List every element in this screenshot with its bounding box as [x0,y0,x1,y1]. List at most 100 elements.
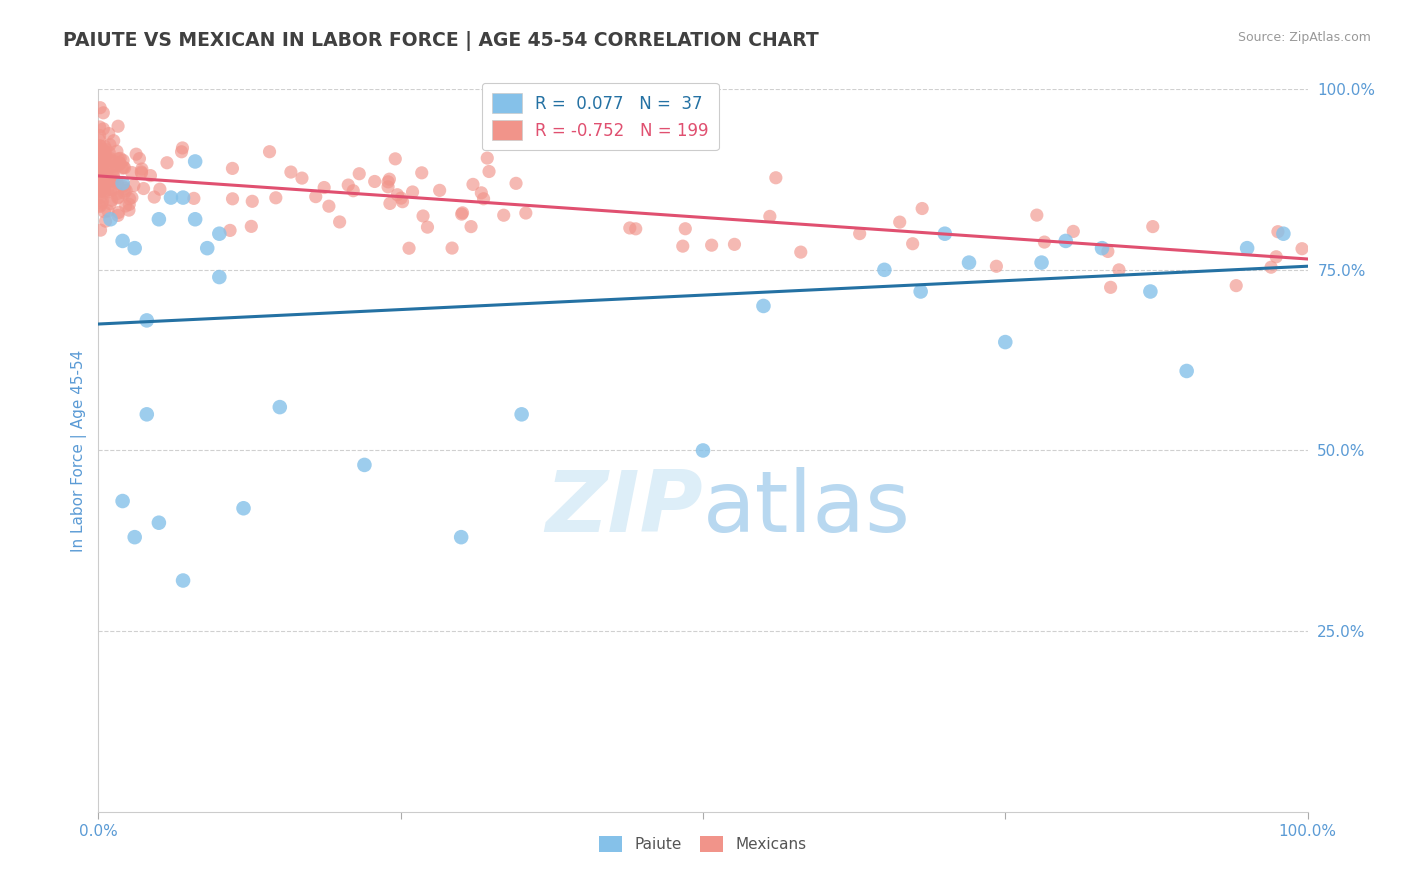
Paiute [1091,241,1114,255]
Mexicans [221,192,243,206]
Legend: Paiute, Mexicans: Paiute, Mexicans [593,830,813,858]
Mexicans [103,174,125,188]
Mexicans [337,178,360,192]
Mexicans [118,197,141,211]
Mexicans [89,157,111,171]
Paiute [148,516,170,530]
Mexicans [349,167,371,181]
Mexicans [378,172,401,186]
Paiute [148,212,170,227]
Paiute [111,176,134,190]
Mexicans [94,143,117,157]
Mexicans [101,183,124,197]
Mexicans [901,236,924,251]
Paiute [135,407,157,421]
Paiute [910,285,932,299]
Mexicans [89,178,111,193]
Mexicans [89,174,111,188]
Mexicans [259,145,281,159]
Mexicans [98,145,121,160]
Mexicans [91,105,114,120]
Paiute [232,501,254,516]
Mexicans [101,174,124,188]
Mexicans [89,184,111,198]
Mexicans [105,176,128,190]
Mexicans [89,176,111,190]
Mexicans [93,185,115,199]
Mexicans [89,162,111,177]
Paiute [692,443,714,458]
Mexicans [470,186,492,200]
Mexicans [89,183,111,197]
Mexicans [89,198,111,212]
Paiute [450,530,472,544]
Mexicans [1033,235,1056,249]
Mexicans [389,191,412,205]
Mexicans [104,174,127,188]
Paiute [269,400,291,414]
Paiute [1139,285,1161,299]
Mexicans [183,191,205,205]
Text: ZIP: ZIP [546,467,703,549]
Mexicans [416,220,439,235]
Mexicans [108,152,131,166]
Mexicans [1267,225,1289,239]
Mexicans [114,199,136,213]
Paiute [135,313,157,327]
Paiute [100,212,122,227]
Mexicans [89,138,111,153]
Mexicans [363,174,385,188]
Mexicans [156,155,179,169]
Paiute [934,227,956,241]
Paiute [208,227,231,241]
Mexicans [240,219,263,234]
Paiute [1054,234,1077,248]
Mexicans [107,209,129,223]
Mexicans [1097,244,1119,259]
Mexicans [115,183,138,197]
Mexicans [378,196,401,211]
Mexicans [108,157,131,171]
Mexicans [93,204,115,219]
Paiute [1236,241,1258,255]
Mexicans [342,184,364,198]
Mexicans [93,172,115,186]
Paiute [353,458,375,472]
Mexicans [429,183,451,197]
Mexicans [848,227,870,241]
Mexicans [377,175,399,189]
Mexicans [89,190,111,204]
Mexicans [90,196,112,211]
Mexicans [125,147,148,161]
Mexicans [93,145,115,159]
Paiute [957,255,980,269]
Mexicans [96,173,118,187]
Paiute [752,299,775,313]
Paiute [124,530,146,544]
Paiute [184,212,207,227]
Mexicans [89,139,111,153]
Mexicans [93,167,115,181]
Mexicans [94,176,117,190]
Mexicans [280,165,302,179]
Mexicans [89,162,111,177]
Mexicans [1062,224,1084,238]
Mexicans [97,185,120,199]
Mexicans [1265,250,1288,264]
Mexicans [105,145,128,159]
Mexicans [460,219,482,234]
Mexicans [96,169,118,183]
Mexicans [441,241,464,255]
Mexicans [112,153,135,168]
Mexicans [94,175,117,189]
Mexicans [398,241,420,255]
Mexicans [412,209,434,223]
Mexicans [108,156,131,170]
Text: atlas: atlas [703,467,911,549]
Mexicans [97,127,120,141]
Mexicans [411,166,433,180]
Mexicans [89,199,111,213]
Mexicans [107,152,129,166]
Mexicans [89,223,111,237]
Mexicans [1291,242,1313,256]
